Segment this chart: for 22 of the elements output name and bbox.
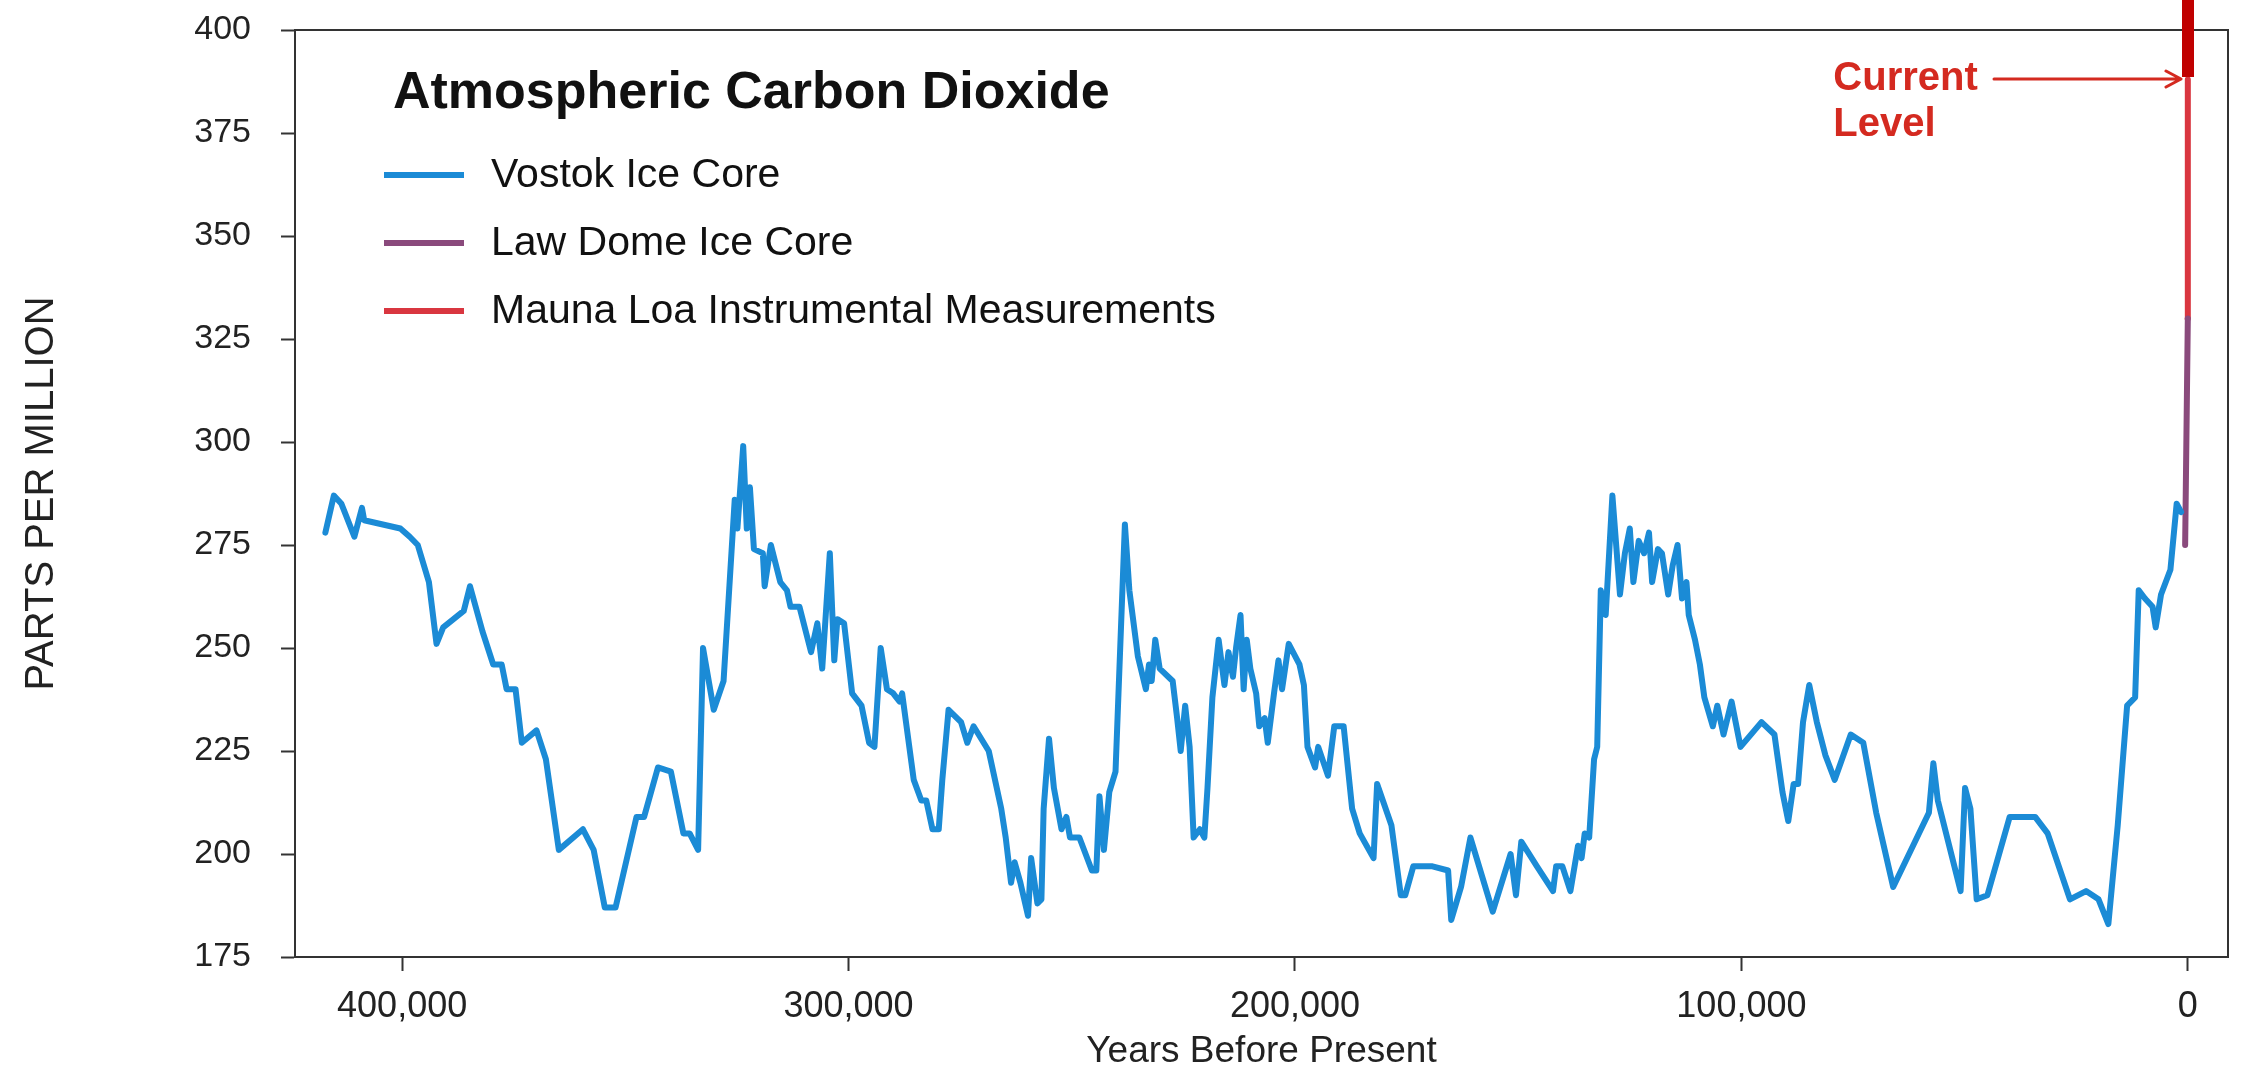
y-tick-label: 300 — [194, 420, 251, 459]
x-tick-label: 0 — [2177, 983, 2198, 1025]
y-tick-label: 200 — [194, 832, 251, 871]
annotation: Current Level — [1833, 54, 1978, 145]
y-tick-label: 275 — [194, 523, 251, 562]
legend-label: Vostok Ice Core — [491, 150, 781, 197]
x-tick-label: 400,000 — [337, 983, 468, 1025]
y-tick-label: 175 — [194, 935, 251, 974]
y-axis-title: PARTS PER MILLION — [17, 296, 62, 691]
x-tick-label: 100,000 — [1676, 983, 1807, 1025]
y-tick-label: 375 — [194, 111, 251, 150]
legend-label: Mauna Loa Instrumental Measurements — [491, 286, 1216, 333]
y-tick-label: 250 — [194, 626, 251, 665]
y-tick-label: 400 — [194, 8, 251, 47]
x-axis-title: Years Before Present — [1086, 1029, 1438, 1070]
y-tick-label: 225 — [194, 729, 251, 768]
x-tick-label: 300,000 — [783, 983, 914, 1025]
y-tick-label: 350 — [194, 214, 251, 253]
text: Atmospheric Carbon Dioxide — [393, 61, 1110, 119]
y-tick-label: 325 — [194, 317, 251, 356]
x-tick-label: 200,000 — [1229, 983, 1361, 1025]
legend-label: Law Dome Ice Core — [491, 218, 854, 265]
